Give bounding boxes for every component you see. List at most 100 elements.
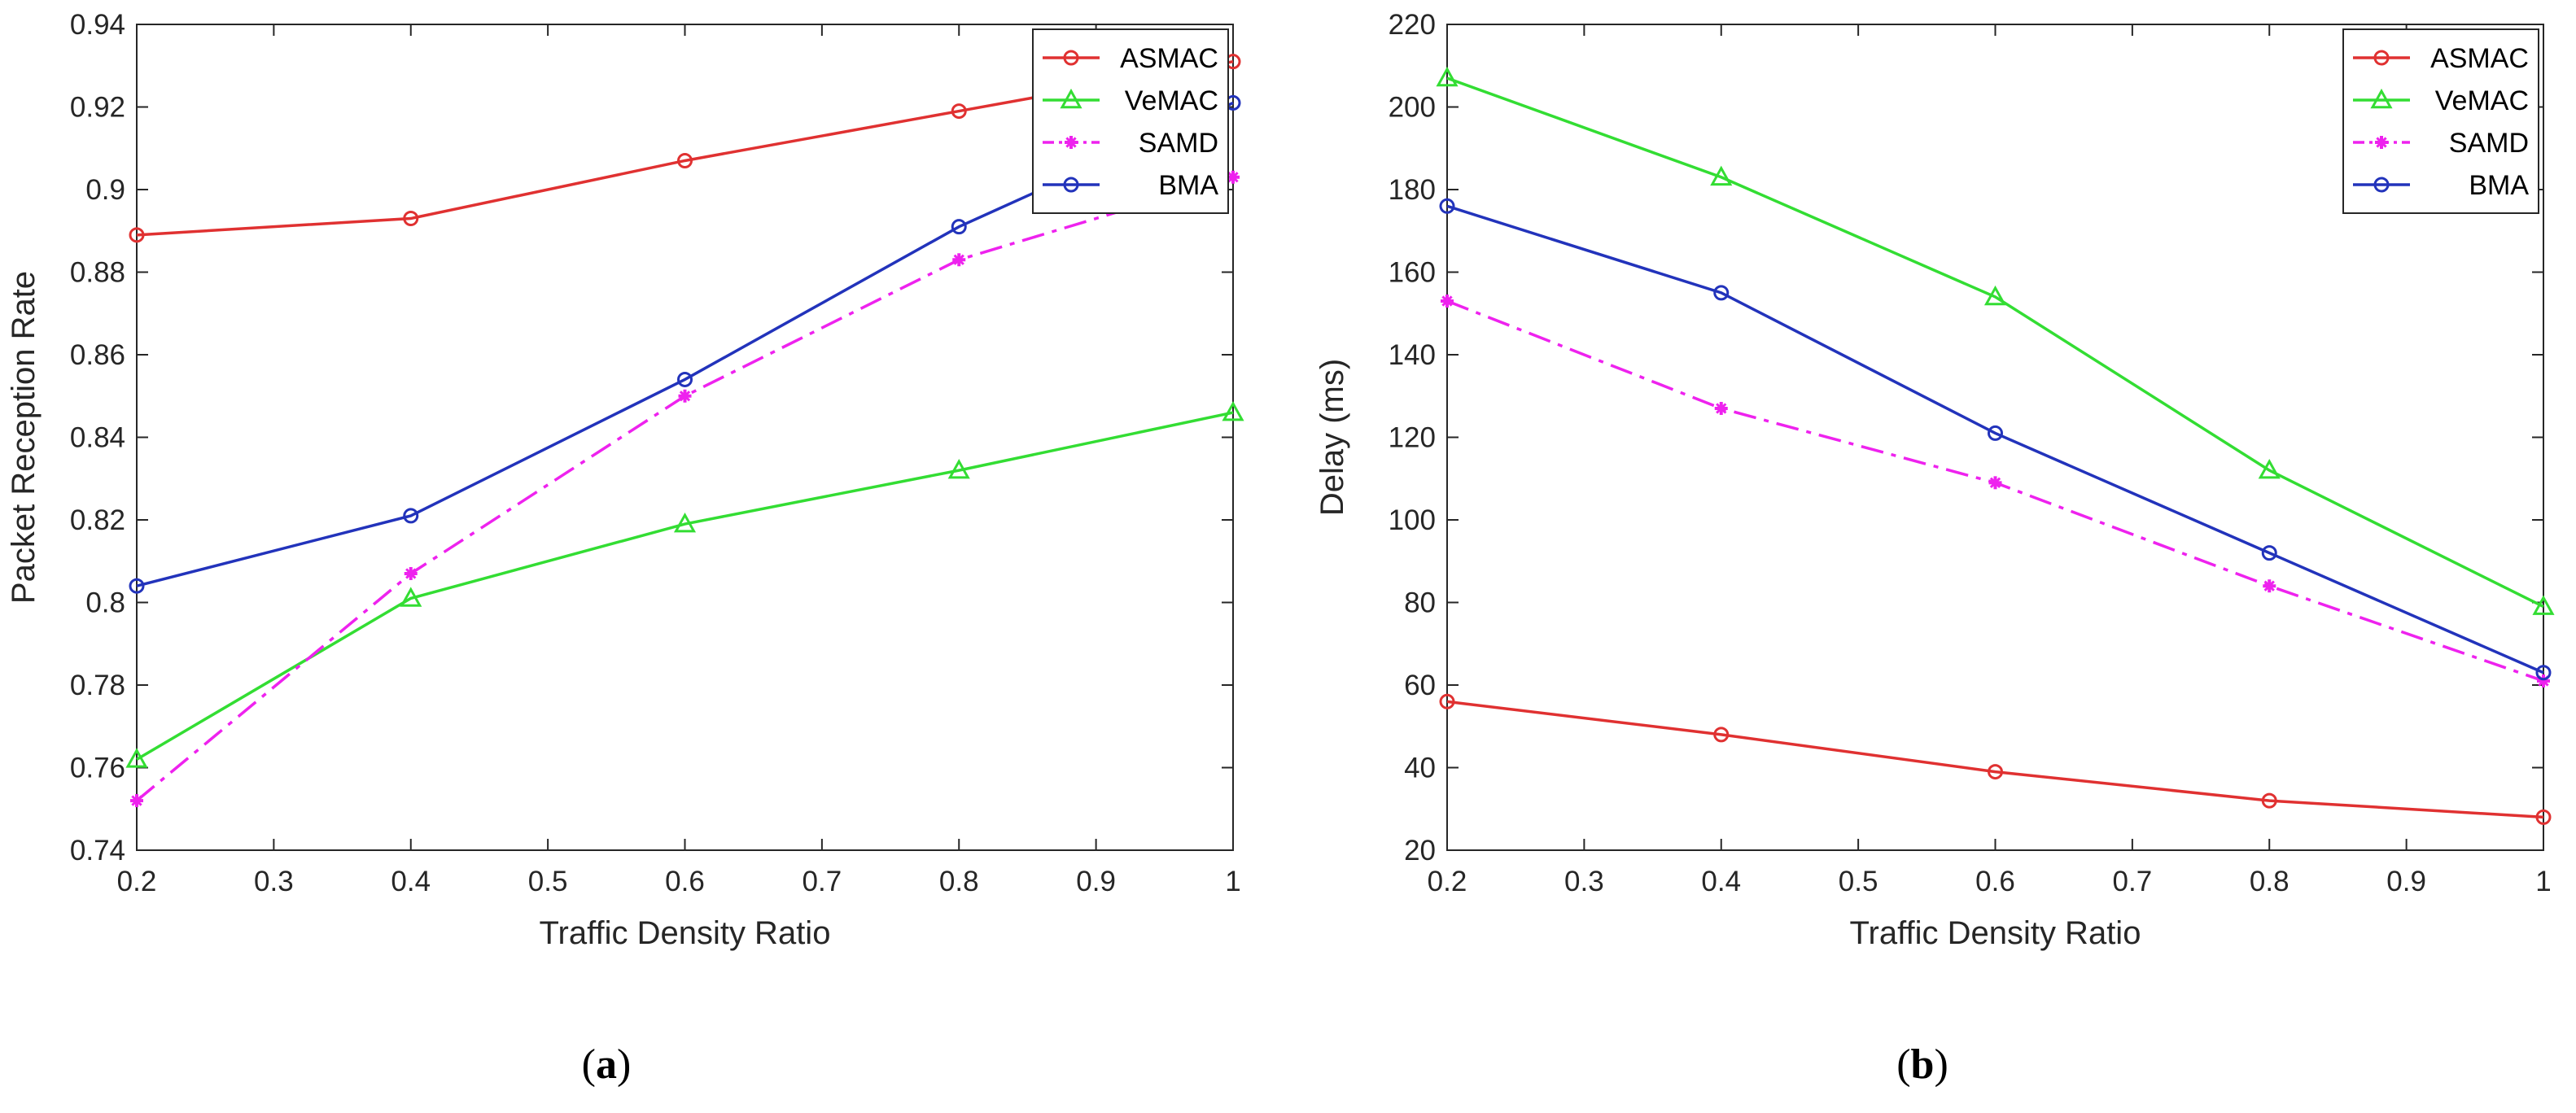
y-tick-label: 0.86: [70, 339, 125, 371]
panel-caption: (b): [1896, 1041, 1948, 1088]
data-point: [129, 227, 145, 243]
data-point-stroke: [1989, 477, 2001, 488]
data-point-stroke: [1227, 172, 1239, 183]
x-tick-label: 0.6: [1975, 866, 2015, 897]
series-line: [1446, 700, 2544, 819]
data-point-stroke: [405, 568, 417, 579]
legend-entry-asmac: ASMAC: [2353, 43, 2529, 74]
series-samd: [130, 170, 1240, 808]
x-tick-label: 0.4: [1701, 866, 1741, 897]
y-tick-label: 120: [1389, 422, 1436, 454]
legend-entry-vemac: VeMAC: [2353, 85, 2529, 116]
data-point: [951, 219, 967, 235]
y-tick-label: 60: [1404, 670, 1436, 701]
x-tick-label: 0.3: [254, 866, 294, 897]
data-point: [1439, 198, 1455, 214]
data-point: [1988, 425, 2003, 441]
y-tick-label: 0.9: [85, 174, 125, 206]
data-point: [2263, 579, 2276, 593]
legend: ASMAC VeMAC SAMD BMA: [2342, 28, 2539, 214]
panel-caption: (a): [582, 1041, 632, 1088]
x-tick-label: 1: [2535, 866, 2551, 897]
legend-entry-samd: SAMD: [1043, 128, 1218, 159]
legend-entry-samd: SAMD: [2353, 128, 2529, 159]
data-point-stroke: [1441, 295, 1453, 307]
data-point-stroke: [953, 254, 964, 265]
y-tick-label: 0.88: [70, 257, 125, 289]
data-point: [1436, 66, 1459, 87]
legend-label: SAMD: [1139, 128, 1218, 159]
x-axis-label: Traffic Density Ratio: [1850, 915, 2141, 951]
data-point-stroke: [679, 391, 691, 402]
data-point: [2258, 459, 2281, 479]
legend: ASMAC VeMAC SAMD BMA: [1032, 28, 1229, 214]
data-point: [129, 578, 145, 594]
data-point: [1222, 400, 1244, 421]
x-tick-label: 0.7: [803, 866, 842, 897]
data-point: [1063, 177, 1079, 193]
data-point-stroke: [1716, 403, 1727, 414]
data-point: [1063, 50, 1079, 66]
y-tick-label: 0.82: [70, 504, 125, 536]
legend-entry-asmac: ASMAC: [1043, 43, 1218, 74]
data-point: [403, 508, 419, 524]
y-tick-label: 0.76: [70, 753, 125, 784]
data-point: [1710, 165, 1733, 186]
series-line: [1446, 204, 2544, 674]
data-point: [952, 253, 966, 267]
data-point: [403, 211, 419, 227]
y-tick-label: 0.92: [70, 92, 125, 124]
x-tick-label: 0.9: [2386, 866, 2426, 897]
data-point: [400, 587, 422, 607]
y-axis: 20 40 60 80 100 120 140 160 180 200 220: [1389, 9, 2543, 866]
data-point: [1988, 764, 2003, 780]
x-tick-label: 0.2: [1428, 866, 1467, 897]
data-point: [1713, 727, 1730, 743]
x-tick-label: 0.6: [665, 866, 705, 897]
data-point: [2375, 136, 2388, 149]
data-point: [125, 748, 148, 768]
legend-label: VeMAC: [1125, 85, 1218, 116]
data-point: [678, 389, 692, 403]
legend-label: BMA: [2469, 170, 2529, 201]
legend-label: ASMAC: [2430, 43, 2529, 74]
data-point: [673, 512, 697, 533]
legend-label: SAMD: [2449, 128, 2529, 159]
y-tick-label: 200: [1389, 92, 1436, 124]
data-point: [2373, 50, 2390, 66]
x-tick-label: 0.2: [117, 866, 157, 897]
y-tick-label: 20: [1404, 835, 1436, 866]
data-point: [677, 371, 693, 387]
y-tick-label: 0.78: [70, 670, 125, 701]
legend-entry-bma: BMA: [2353, 170, 2529, 201]
legend-label: VeMAC: [2435, 85, 2529, 116]
x-axis: 0.2 0.3 0.4 0.5 0.6 0.7 0.8 0.9 1: [1428, 24, 2552, 897]
series-asmac: [1439, 693, 2552, 825]
y-axis-label: Delay (ms): [1314, 359, 1350, 516]
x-tick-label: 0.8: [939, 866, 979, 897]
x-tick-label: 0.7: [2113, 866, 2153, 897]
y-tick-label: 180: [1389, 174, 1436, 206]
data-point: [1065, 136, 1078, 149]
series-vemac: [125, 400, 1244, 768]
series-bma: [1439, 198, 2552, 681]
data-point: [1713, 285, 1730, 301]
legend-entry-vemac: VeMAC: [1043, 85, 1218, 116]
data-point: [130, 794, 143, 808]
data-point: [2535, 809, 2552, 825]
x-tick-label: 0.4: [391, 866, 431, 897]
data-point: [951, 103, 967, 120]
y-axis: 0.74 0.76 0.78 0.8 0.82 0.84 0.86 0.88 0.9 0.92 0.…: [70, 9, 1233, 866]
data-point: [677, 152, 693, 168]
legend-entry-bma: BMA: [1043, 170, 1218, 201]
y-tick-label: 220: [1389, 9, 1436, 41]
data-point: [947, 459, 970, 479]
data-point-stroke: [131, 795, 142, 806]
y-tick-label: 160: [1389, 257, 1436, 289]
data-point: [1988, 476, 2002, 490]
data-point: [2532, 595, 2555, 615]
y-tick-label: 80: [1404, 587, 1436, 619]
y-tick-label: 40: [1404, 753, 1436, 784]
x-tick-label: 0.5: [1839, 866, 1878, 897]
data-point: [1441, 295, 1454, 308]
